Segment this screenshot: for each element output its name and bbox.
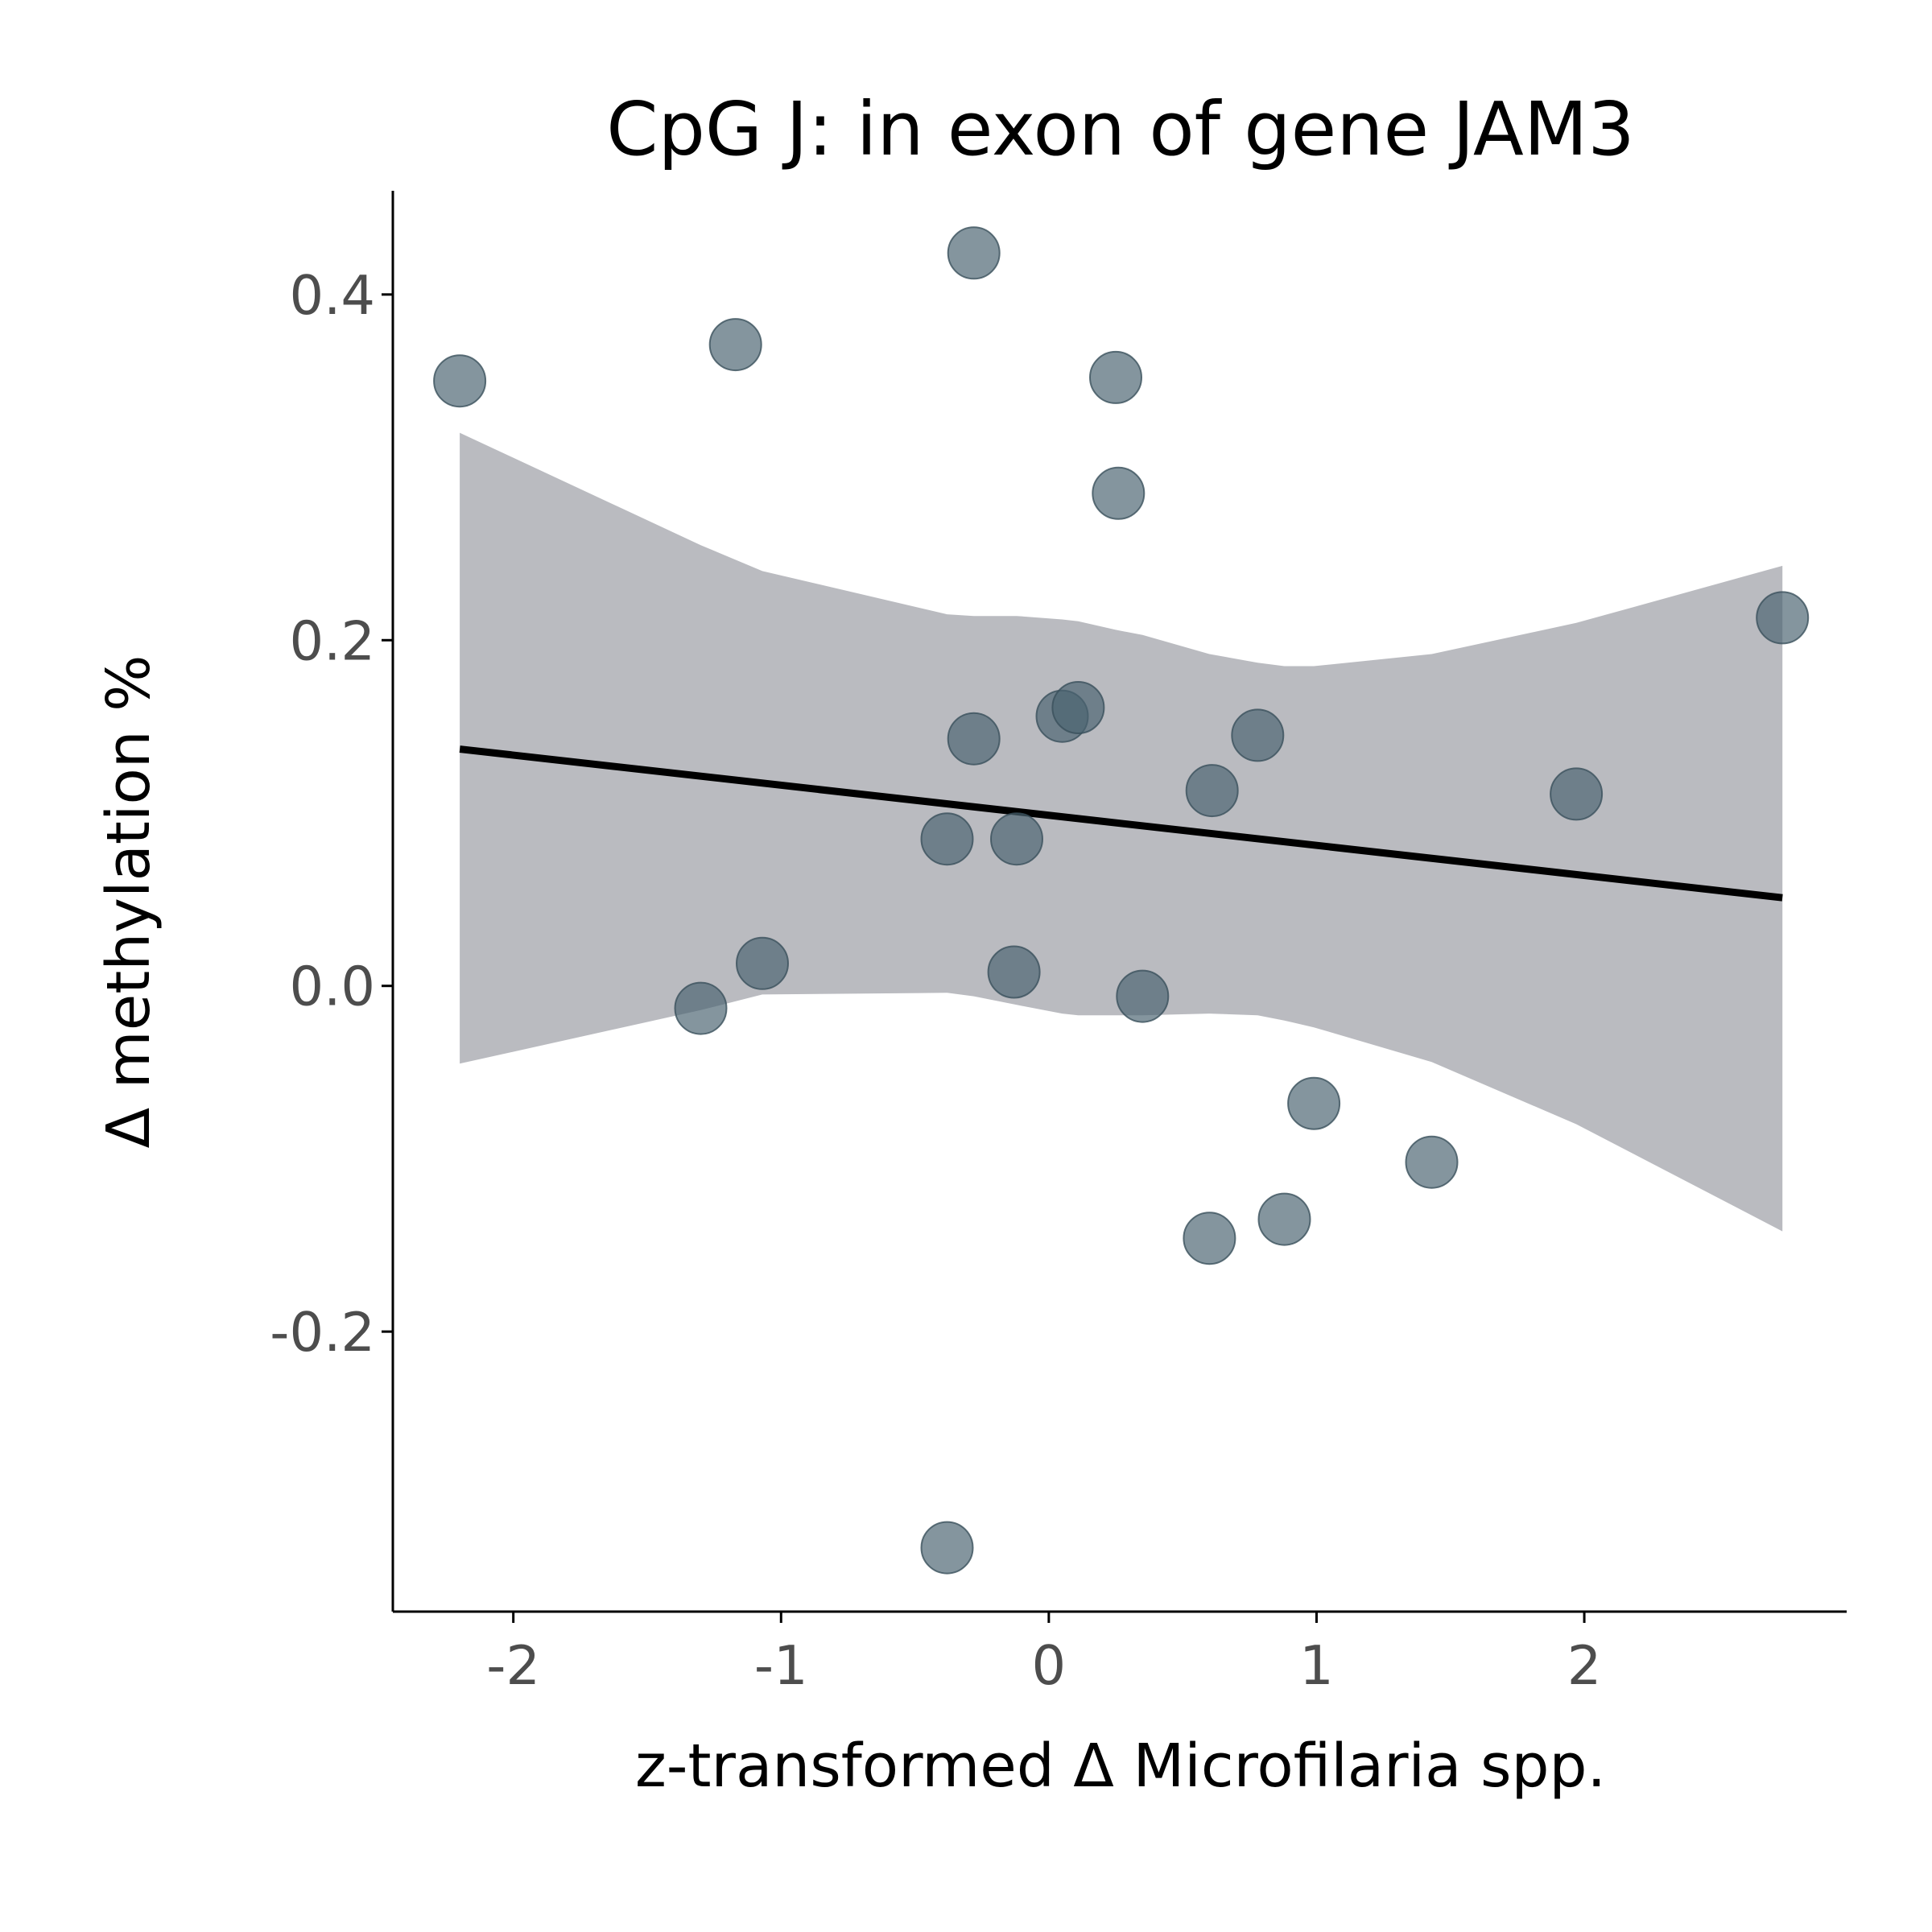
confidence-band — [460, 432, 1783, 1232]
y-tick-label: 0.0 — [289, 956, 375, 1018]
y-tick-label: -0.2 — [270, 1301, 375, 1364]
x-tick-label: 1 — [1299, 1634, 1334, 1697]
x-tick-label: 2 — [1567, 1634, 1602, 1697]
plot-area — [433, 226, 1810, 1575]
x-tick-label: 0 — [1032, 1634, 1067, 1697]
data-point-2 — [708, 318, 762, 372]
data-point-4 — [736, 936, 789, 990]
data-point-1 — [433, 354, 487, 408]
data-point-13 — [1089, 350, 1142, 404]
data-point-16 — [1183, 1212, 1236, 1265]
data-point-19 — [1257, 1192, 1311, 1246]
data-point-17 — [1185, 764, 1239, 818]
data-point-12 — [1051, 681, 1105, 734]
data-point-8 — [947, 712, 1001, 766]
data-point-23 — [1756, 591, 1810, 645]
x-tick-label: -1 — [754, 1634, 808, 1697]
data-point-18 — [1231, 708, 1285, 762]
data-point-21 — [1405, 1135, 1459, 1189]
data-point-14 — [1092, 466, 1146, 520]
x-axis-ticks: -2 -1 0 1 2 — [486, 1612, 1601, 1697]
data-point-10 — [987, 945, 1041, 999]
data-point-7 — [947, 226, 1001, 280]
data-point-9 — [990, 812, 1043, 866]
y-tick-label: 0.4 — [289, 264, 375, 327]
regression-line — [459, 745, 1783, 902]
x-tick-label: -2 — [486, 1634, 540, 1697]
y-axis-ticks: -0.2 0.0 0.2 0.4 — [270, 264, 393, 1364]
data-point-20 — [1287, 1076, 1341, 1130]
data-points — [433, 226, 1810, 1575]
x-axis-label: z-transformed Δ Microfilaria spp. — [635, 1732, 1606, 1801]
data-point-5 — [920, 812, 974, 866]
y-tick-label: 0.2 — [289, 609, 375, 672]
data-point-3 — [674, 981, 728, 1035]
data-point-22 — [1550, 767, 1604, 821]
data-point-15 — [1116, 969, 1170, 1023]
y-axis-label: Δ methylation % — [94, 655, 163, 1149]
chart-title: CpG J: in exon of gene JAM3 — [606, 86, 1635, 172]
data-point-6 — [920, 1521, 974, 1575]
